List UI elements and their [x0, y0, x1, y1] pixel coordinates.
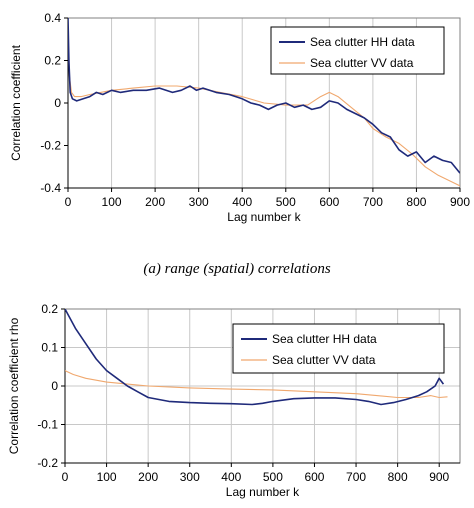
- x-tick-label: 200: [138, 470, 158, 484]
- y-tick-label: 0.2: [41, 302, 58, 316]
- caption-a: (a) range (spatial) correlations: [143, 261, 331, 277]
- legend-entry: Sea clutter VV data: [272, 353, 376, 367]
- legend-box: [270, 26, 445, 75]
- x-tick-label: 300: [189, 195, 209, 209]
- x-tick-label: 500: [263, 470, 283, 484]
- chart-rho-correlation: -0.2 -0.1 0 0.1 0.2 0 100 200 300 400 500 600 700 800…: [7, 302, 461, 499]
- series-line-vv: [68, 28, 460, 187]
- y-tick-label: 0: [51, 379, 58, 393]
- x-tick-label: 800: [388, 470, 408, 484]
- legend: Sea clutter HH data Sea clutter VV data: [270, 26, 445, 75]
- x-tick-label: 700: [363, 195, 383, 209]
- x-tick-label: 500: [276, 195, 296, 209]
- y-tick-label: -0.1: [37, 418, 58, 432]
- legend-entry: Sea clutter HH data: [310, 35, 415, 49]
- caption-container: (a) range (spatial) correlations: [143, 261, 331, 277]
- y-tick-label: -0.4: [40, 181, 61, 195]
- series-line-vv: [65, 370, 448, 399]
- x-tick-label: 100: [102, 195, 122, 209]
- x-tick-label: 0: [65, 195, 72, 209]
- x-axis-label: Lag number k: [227, 210, 301, 224]
- x-tick-label: 400: [232, 195, 252, 209]
- x-axis-label: Lag number k: [226, 485, 300, 499]
- legend-entry: Sea clutter HH data: [272, 332, 377, 346]
- y-tick-label: 0.1: [41, 341, 58, 355]
- x-tick-label: 600: [304, 470, 324, 484]
- y-tick-label: 0.2: [44, 54, 61, 68]
- x-tick-label: 100: [97, 470, 117, 484]
- x-tick-label: 800: [406, 195, 426, 209]
- x-tick-label: 400: [221, 470, 241, 484]
- x-tick-label: 900: [450, 195, 470, 209]
- y-tick-label: 0: [54, 96, 61, 110]
- chart-range-correlation: -0.4 -0.2 0 0.2 0.4 0 100 200 300 400 500 600 700 800…: [9, 11, 470, 224]
- y-tick-label: 0.4: [44, 11, 61, 25]
- x-tick-label: 200: [145, 195, 165, 209]
- y-axis-label: Correlation coefficient: [9, 44, 23, 161]
- legend: Sea clutter HH data Sea clutter VV data: [232, 323, 445, 374]
- x-tick-label: 0: [62, 470, 69, 484]
- series-line-hh: [65, 309, 445, 406]
- x-tick-label: 700: [346, 470, 366, 484]
- y-axis-label: Correlation coefficient rho: [7, 317, 21, 454]
- legend-box: [232, 323, 445, 374]
- y-tick-label: -0.2: [37, 456, 58, 470]
- x-tick-label: 600: [319, 195, 339, 209]
- x-tick-label: 300: [180, 470, 200, 484]
- series-line-hh: [68, 18, 460, 174]
- y-tick-label: -0.2: [40, 139, 61, 153]
- legend-entry: Sea clutter VV data: [310, 56, 414, 70]
- x-tick-label: 900: [429, 470, 449, 484]
